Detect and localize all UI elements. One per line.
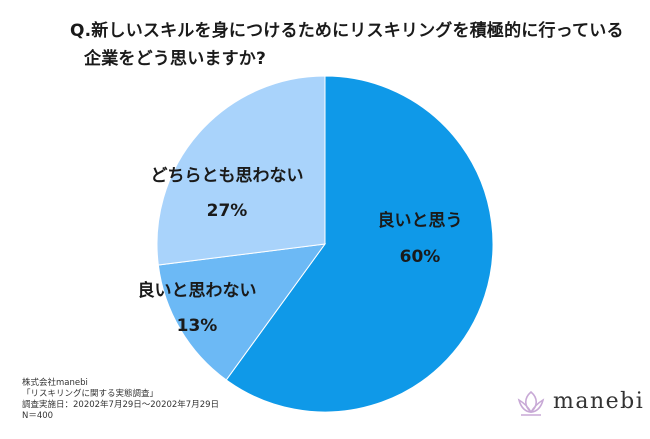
slice-label-0: 良いと思う — [378, 210, 463, 231]
pie-slice-0 — [225, 75, 494, 413]
slice-label-2: どちらとも思わない — [151, 166, 304, 186]
logo-text: manebi — [553, 389, 645, 414]
source-survey-date: 調査実施日：20202年7月29日～20202年7月29日 — [22, 400, 220, 410]
slice-value-label-2: 27% — [207, 201, 248, 221]
question-line-1: Q.新しいスキルを身につけるためにリスキリングを積極的に行っている — [70, 21, 624, 41]
slice-value-label-1: 13% — [177, 316, 218, 336]
source-sample-size: N＝400 — [22, 411, 54, 421]
pie-slice-2 — [156, 75, 326, 266]
lotus-icon — [517, 390, 545, 416]
source-company: 株式会社manebi — [22, 378, 88, 388]
manebi-logo: manebi — [515, 384, 643, 424]
pie-slice-1 — [157, 243, 327, 381]
slice-value-label-0: 60% — [400, 247, 441, 267]
question-line-2: 企業をどう思いますか? — [84, 49, 267, 69]
slice-label-1: 良いと思わない — [138, 280, 257, 301]
source-survey-title: 「リスキリングに関する実態調査」 — [22, 389, 159, 399]
